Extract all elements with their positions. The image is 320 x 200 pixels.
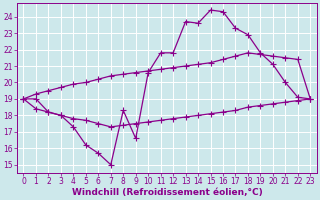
X-axis label: Windchill (Refroidissement éolien,°C): Windchill (Refroidissement éolien,°C) — [72, 188, 262, 197]
